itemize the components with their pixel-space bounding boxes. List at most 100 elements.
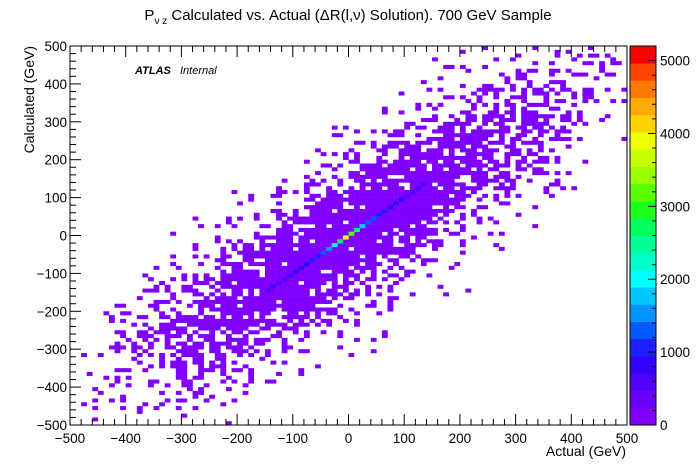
heatmap-bin: [142, 349, 149, 354]
heatmap-bin: [309, 197, 316, 202]
heatmap-bin: [387, 171, 394, 176]
heatmap-bin: [248, 307, 255, 312]
heatmap-bin: [348, 307, 355, 312]
heatmap-bin: [164, 322, 171, 327]
heatmap-bin: [315, 311, 321, 316]
heatmap-bin: [415, 212, 422, 217]
heatmap-bin: [582, 61, 589, 66]
heatmap-bin: [209, 345, 216, 350]
heatmap-bin: [393, 163, 399, 168]
heatmap-bin: [515, 133, 522, 138]
heatmap-bin: [276, 212, 282, 217]
heatmap-bin: [231, 246, 238, 251]
heatmap-bin: [242, 326, 249, 331]
heatmap-bin: [409, 269, 416, 274]
heatmap-bin: [270, 292, 277, 297]
heatmap-bin: [303, 216, 310, 221]
heatmap-bin: [459, 250, 466, 255]
heatmap-bin: [515, 193, 522, 198]
heatmap-bin: [298, 227, 305, 232]
heatmap-bin: [276, 208, 282, 214]
heatmap-bin: [108, 318, 115, 323]
heatmap-bin: [370, 299, 377, 304]
heatmap-bin: [471, 133, 477, 138]
heatmap-bin: [381, 129, 388, 134]
heatmap-bin: [482, 114, 488, 119]
heatmap-bin: [376, 235, 383, 240]
heatmap-bin: [437, 178, 444, 183]
heatmap-bin: [248, 262, 255, 267]
heatmap-bin: [198, 280, 204, 286]
heatmap-bin: [326, 220, 333, 225]
heatmap-bin: [259, 326, 266, 331]
heatmap-bin: [342, 246, 349, 251]
heatmap-bin: [387, 216, 394, 221]
heatmap-bin: [298, 254, 305, 259]
heatmap-bin: [326, 273, 333, 278]
heatmap-bin: [448, 95, 455, 100]
heatmap-bin: [432, 148, 438, 153]
heatmap-bin: [493, 174, 500, 179]
heatmap-bin: [220, 352, 227, 358]
heatmap-bin: [331, 212, 338, 217]
heatmap-bin: [242, 284, 249, 289]
heatmap-bin: [459, 133, 466, 138]
heatmap-bin: [309, 303, 316, 308]
heatmap-bin: [526, 114, 533, 119]
heatmap-bin: [376, 311, 383, 316]
heatmap-bin: [370, 262, 377, 267]
heatmap-bin: [459, 110, 466, 115]
heatmap-bin: [537, 125, 544, 130]
heatmap-bin: [465, 193, 472, 198]
heatmap-bin: [259, 341, 266, 346]
heatmap-bin: [181, 273, 188, 278]
heatmap-bin: [381, 205, 388, 210]
heatmap-bin: [298, 243, 305, 248]
heatmap-bin: [381, 243, 388, 248]
y-tick-label: 0: [59, 229, 67, 244]
heatmap-bin: [331, 280, 338, 286]
heatmap-bin: [181, 284, 188, 289]
heatmap-bin: [432, 114, 438, 119]
heatmap-bin: [159, 402, 165, 407]
heatmap-diagonal-bin: [320, 250, 327, 255]
heatmap-bin: [237, 326, 243, 331]
heatmap-bin: [376, 197, 383, 202]
heatmap-bin: [175, 371, 182, 376]
heatmap-bin: [253, 231, 260, 236]
heatmap-bin: [337, 254, 344, 259]
heatmap-bin: [398, 155, 405, 160]
heatmap-bin: [142, 402, 149, 407]
heatmap-bin: [354, 205, 360, 210]
heatmap-bin: [203, 383, 210, 388]
heatmap-bin: [253, 299, 260, 304]
heatmap-bin: [231, 224, 238, 229]
heatmap-bin: [415, 235, 422, 240]
heatmap-bin: [337, 220, 344, 225]
heatmap-bin: [248, 299, 255, 304]
heatmap-bin: [209, 292, 216, 297]
heatmap-bin: [264, 254, 271, 259]
heatmap-bin: [498, 136, 505, 141]
heatmap-bin: [387, 265, 394, 270]
heatmap-bin: [459, 212, 466, 217]
heatmap-bin: [120, 318, 126, 323]
heatmap-bin: [270, 254, 277, 259]
heatmap-bin: [287, 258, 294, 263]
heatmap-bin: [549, 114, 555, 119]
heatmap-bin: [237, 337, 243, 342]
heatmap-bin: [248, 254, 255, 259]
heatmap-bin: [471, 159, 477, 164]
heatmap-bin: [454, 163, 461, 168]
heatmap-bin: [532, 171, 539, 176]
heatmap-bin: [153, 303, 160, 308]
heatmap-bin: [537, 129, 544, 134]
heatmap-bin: [136, 406, 143, 411]
x-tick-label: −100: [278, 431, 308, 446]
heatmap-bin: [209, 303, 216, 308]
heatmap-bin: [326, 258, 333, 263]
heatmap-bin: [225, 341, 232, 346]
heatmap-bin: [487, 140, 494, 145]
heatmap-bin: [270, 235, 277, 240]
heatmap-bin: [264, 299, 271, 304]
